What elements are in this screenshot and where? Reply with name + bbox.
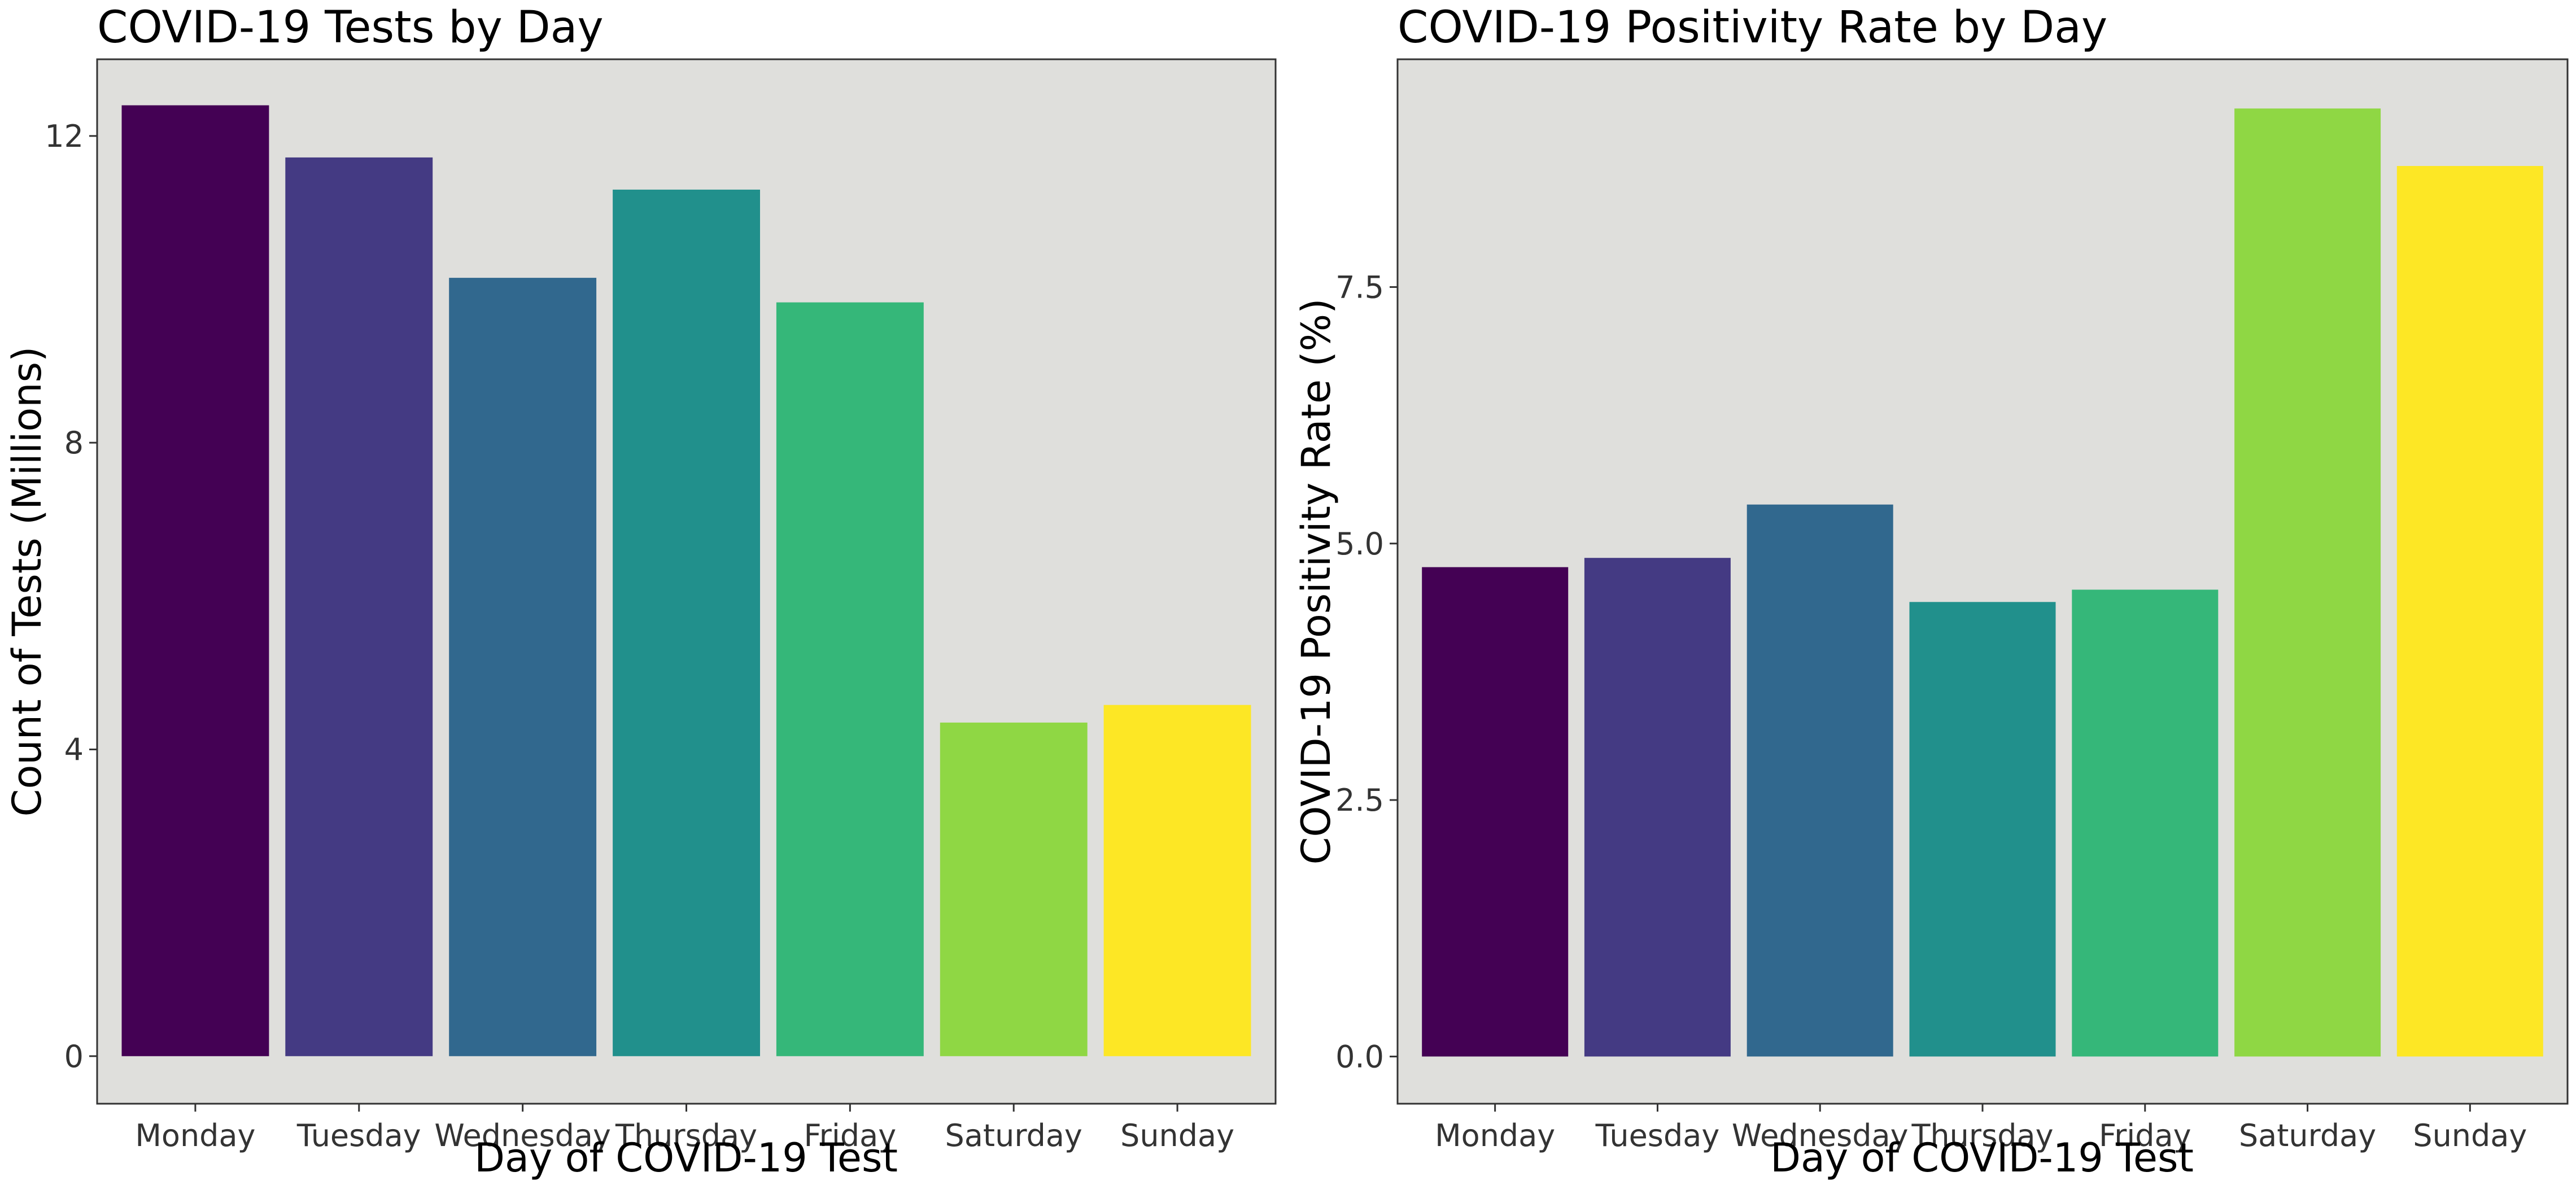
x-tick-label: Monday bbox=[1435, 1118, 1555, 1153]
y-tick-label: 0 bbox=[64, 1039, 84, 1074]
x-tick-label: Tuesday bbox=[1595, 1118, 1720, 1153]
y-tick-label: 8 bbox=[64, 425, 84, 461]
bar-monday bbox=[121, 105, 269, 1056]
y-tick-label: 5.0 bbox=[1335, 526, 1384, 562]
y-tick-label: 0.0 bbox=[1335, 1039, 1384, 1074]
y-axis-ticks: 0.0 2.5 5.0 7.5 bbox=[1335, 269, 1398, 1074]
bar-tuesday bbox=[1584, 558, 1731, 1057]
x-tick-label: Monday bbox=[135, 1118, 255, 1153]
bar-wednesday bbox=[1747, 504, 1893, 1057]
bar-monday bbox=[1422, 567, 1569, 1057]
x-tick-label: Thursday bbox=[1911, 1118, 2053, 1153]
bar-saturday bbox=[2234, 108, 2381, 1057]
positivity-rate-by-day-chart: COVID-19 Positivity Rate by Day 0.0 2.5 5.… bbox=[1293, 2, 2569, 1181]
x-tick-label: Saturday bbox=[945, 1118, 1082, 1153]
x-axis-title: Day of COVID-19 Test bbox=[474, 1135, 898, 1181]
x-tick-label: Thursday bbox=[615, 1118, 757, 1153]
x-tick-label: Wednesday bbox=[434, 1118, 611, 1153]
x-axis-ticks: Monday Tuesday Wednesday Thursday Friday Satu… bbox=[1435, 1104, 2527, 1153]
x-tick-label: Friday bbox=[2099, 1118, 2191, 1153]
bar-group bbox=[1422, 108, 2543, 1057]
x-tick-label: Friday bbox=[804, 1118, 897, 1153]
y-axis-title: Count of Tests (Millions) bbox=[4, 347, 50, 817]
bar-sunday bbox=[2396, 166, 2543, 1057]
x-tick-label: Sunday bbox=[2413, 1118, 2527, 1153]
bar-saturday bbox=[940, 722, 1088, 1056]
y-tick-label: 2.5 bbox=[1335, 782, 1384, 818]
bar-thursday bbox=[613, 189, 760, 1056]
tests-by-day-chart: COVID-19 Tests by Day 0 4 8 12 Monday Tuesda… bbox=[4, 2, 1277, 1181]
bar-sunday bbox=[1103, 705, 1251, 1056]
bar-friday bbox=[2072, 589, 2219, 1057]
x-tick-label: Saturday bbox=[2239, 1118, 2376, 1153]
chart-title: COVID-19 Positivity Rate by Day bbox=[1398, 2, 2107, 53]
bar-thursday bbox=[1909, 602, 2056, 1057]
bar-friday bbox=[776, 302, 924, 1056]
x-axis-title: Day of COVID-19 Test bbox=[1770, 1135, 2194, 1181]
y-tick-label: 4 bbox=[64, 732, 84, 767]
bar-tuesday bbox=[285, 157, 433, 1056]
x-tick-label: Sunday bbox=[1120, 1118, 1234, 1153]
y-axis-title: COVID-19 Positivity Rate (%) bbox=[1293, 298, 1339, 864]
chart-title: COVID-19 Tests by Day bbox=[97, 2, 604, 53]
x-axis-ticks: Monday Tuesday Wednesday Thursday Friday Satu… bbox=[135, 1104, 1234, 1153]
x-tick-label: Wednesday bbox=[1732, 1118, 1909, 1153]
y-tick-label: 12 bbox=[45, 119, 84, 154]
x-tick-label: Tuesday bbox=[296, 1118, 421, 1153]
y-axis-ticks: 0 4 8 12 bbox=[45, 119, 97, 1074]
bar-wednesday bbox=[449, 278, 597, 1056]
bar-group bbox=[121, 105, 1251, 1056]
y-tick-label: 7.5 bbox=[1335, 269, 1384, 305]
